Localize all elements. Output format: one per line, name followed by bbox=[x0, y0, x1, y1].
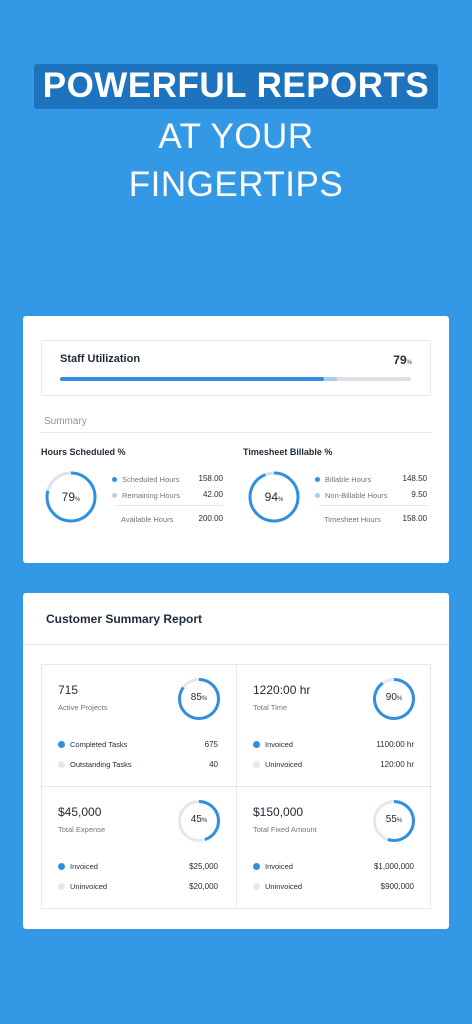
total-expense-label: Total Expense bbox=[58, 825, 106, 834]
active-projects-row-1: Outstanding Tasks bbox=[58, 760, 132, 769]
active-projects-cell[interactable]: 715 Active Projects 85% Completed Tasks 675 O… bbox=[42, 665, 237, 787]
total-fixed-amount-cell[interactable]: $150,000 Total Fixed Amount 55% Invoiced $1,… bbox=[237, 787, 432, 909]
hero-line-1: POWERFUL REPORTS bbox=[33, 64, 439, 109]
total-expense-row-1-value: $20,000 bbox=[189, 882, 218, 891]
staff-utilization-title: Staff Utilization bbox=[60, 353, 141, 365]
active-projects-label: Active Projects bbox=[58, 703, 108, 712]
customer-summary-title: Customer Summary Report bbox=[46, 612, 203, 626]
active-projects-ring: 85% bbox=[177, 677, 221, 721]
available-hours-label: Available Hours bbox=[121, 515, 174, 524]
summary-divider bbox=[41, 432, 431, 433]
non-billable-hours-value: 9.50 bbox=[411, 490, 427, 499]
active-projects-row-0-value: 675 bbox=[204, 740, 218, 749]
active-projects-row-0: Completed Tasks bbox=[58, 740, 127, 749]
hero-heading: POWERFUL REPORTS AT YOUR FINGERTIPS bbox=[0, 64, 472, 205]
staff-utilization-bar-fill bbox=[60, 377, 324, 381]
timesheet-hours-value: 158.00 bbox=[402, 514, 427, 523]
total-expense-row-1: Uninvoiced bbox=[58, 882, 107, 891]
active-projects-value: 715 bbox=[58, 683, 79, 697]
total-fixed-amount-row-1-value: $900,000 bbox=[380, 882, 414, 891]
total-time-value: 1220:00 hr bbox=[253, 683, 311, 697]
scheduled-hours-dot bbox=[112, 477, 117, 482]
total-time-cell[interactable]: 1220:00 hr Total Time 90% Invoiced 1100:00 h… bbox=[237, 665, 432, 787]
legend-remaining-hours: Remaining Hours bbox=[112, 491, 180, 500]
staff-utilization-panel[interactable]: Staff Utilization 79% bbox=[41, 340, 431, 396]
total-fixed-amount-row-1: Uninvoiced bbox=[253, 882, 302, 891]
remaining-hours-dot bbox=[112, 493, 117, 498]
legend-non-billable-hours: Non-Billable Hours bbox=[315, 491, 388, 500]
staff-utilization-value: 79% bbox=[393, 353, 412, 367]
total-fixed-amount-label: Total Fixed Amount bbox=[253, 825, 317, 834]
total-fixed-amount-row-0: Invoiced bbox=[253, 862, 293, 871]
hero-line-3: FINGERTIPS bbox=[128, 165, 344, 204]
total-time-row-1-value: 120:00 hr bbox=[380, 760, 414, 769]
total-expense-row-0: Invoiced bbox=[58, 862, 98, 871]
timesheet-billable-ring: 94% bbox=[247, 470, 301, 524]
active-projects-row-1-value: 40 bbox=[209, 760, 218, 769]
total-time-ring-value: 90% bbox=[385, 692, 403, 703]
billable-hours-dot bbox=[315, 477, 320, 482]
total-expense-row-0-value: $25,000 bbox=[189, 862, 218, 871]
customer-summary-divider bbox=[23, 644, 449, 645]
billable-hours-value: 148.50 bbox=[402, 474, 427, 483]
staff-utilization-bar-highlight bbox=[324, 377, 337, 381]
legend-dot bbox=[58, 863, 65, 870]
legend-dot bbox=[58, 883, 65, 890]
total-time-row-0: Invoiced bbox=[253, 740, 293, 749]
total-fixed-amount-row-0-value: $1,000,000 bbox=[373, 862, 414, 871]
available-hours-value: 200.00 bbox=[198, 514, 223, 523]
total-time-ring: 90% bbox=[372, 677, 416, 721]
active-projects-ring-value: 85% bbox=[190, 692, 208, 703]
timesheet-billable-title: Timesheet Billable % bbox=[243, 447, 333, 457]
legend-dot bbox=[58, 761, 65, 768]
total-fixed-amount-ring: 55% bbox=[372, 799, 416, 843]
customer-summary-card: Customer Summary Report 715 Active Projec… bbox=[23, 593, 449, 929]
total-time-row-0-value: 1100:00 hr bbox=[376, 740, 414, 749]
timesheet-hours-label: Timesheet Hours bbox=[324, 515, 381, 524]
total-expense-ring-value: 45% bbox=[190, 814, 208, 825]
total-fixed-amount-ring-value: 55% bbox=[385, 814, 403, 825]
total-expense-ring: 45% bbox=[177, 799, 221, 843]
utilization-card: Staff Utilization 79% Summary Hours Sche… bbox=[23, 316, 449, 563]
hours-scheduled-divider bbox=[116, 505, 223, 506]
legend-dot bbox=[253, 863, 260, 870]
hours-scheduled-title: Hours Scheduled % bbox=[41, 447, 126, 457]
summary-label: Summary bbox=[44, 416, 87, 427]
staff-utilization-bar bbox=[60, 377, 411, 381]
hero-line-2: AT YOUR bbox=[158, 117, 314, 156]
total-expense-value: $45,000 bbox=[58, 805, 102, 819]
legend-dot bbox=[253, 761, 260, 768]
legend-dot bbox=[253, 883, 260, 890]
remaining-hours-value: 42.00 bbox=[202, 490, 223, 499]
total-fixed-amount-value: $150,000 bbox=[253, 805, 304, 819]
hours-scheduled-ring: 79% bbox=[44, 470, 98, 524]
legend-scheduled-hours: Scheduled Hours bbox=[112, 475, 180, 484]
legend-dot bbox=[58, 741, 65, 748]
total-time-label: Total Time bbox=[253, 703, 288, 712]
total-time-row-1: Uninvoiced bbox=[253, 760, 302, 769]
legend-billable-hours: Billable Hours bbox=[315, 475, 371, 484]
total-expense-cell[interactable]: $45,000 Total Expense 45% Invoiced $25,000 Un… bbox=[42, 787, 237, 909]
hours-scheduled-ring-value: 79% bbox=[61, 490, 81, 504]
customer-summary-grid: 715 Active Projects 85% Completed Tasks 675 O… bbox=[41, 664, 432, 909]
legend-dot bbox=[253, 741, 260, 748]
timesheet-billable-divider bbox=[319, 505, 429, 506]
timesheet-billable-ring-value: 94% bbox=[264, 490, 284, 504]
scheduled-hours-value: 158.00 bbox=[198, 474, 223, 483]
non-billable-hours-dot bbox=[315, 493, 320, 498]
